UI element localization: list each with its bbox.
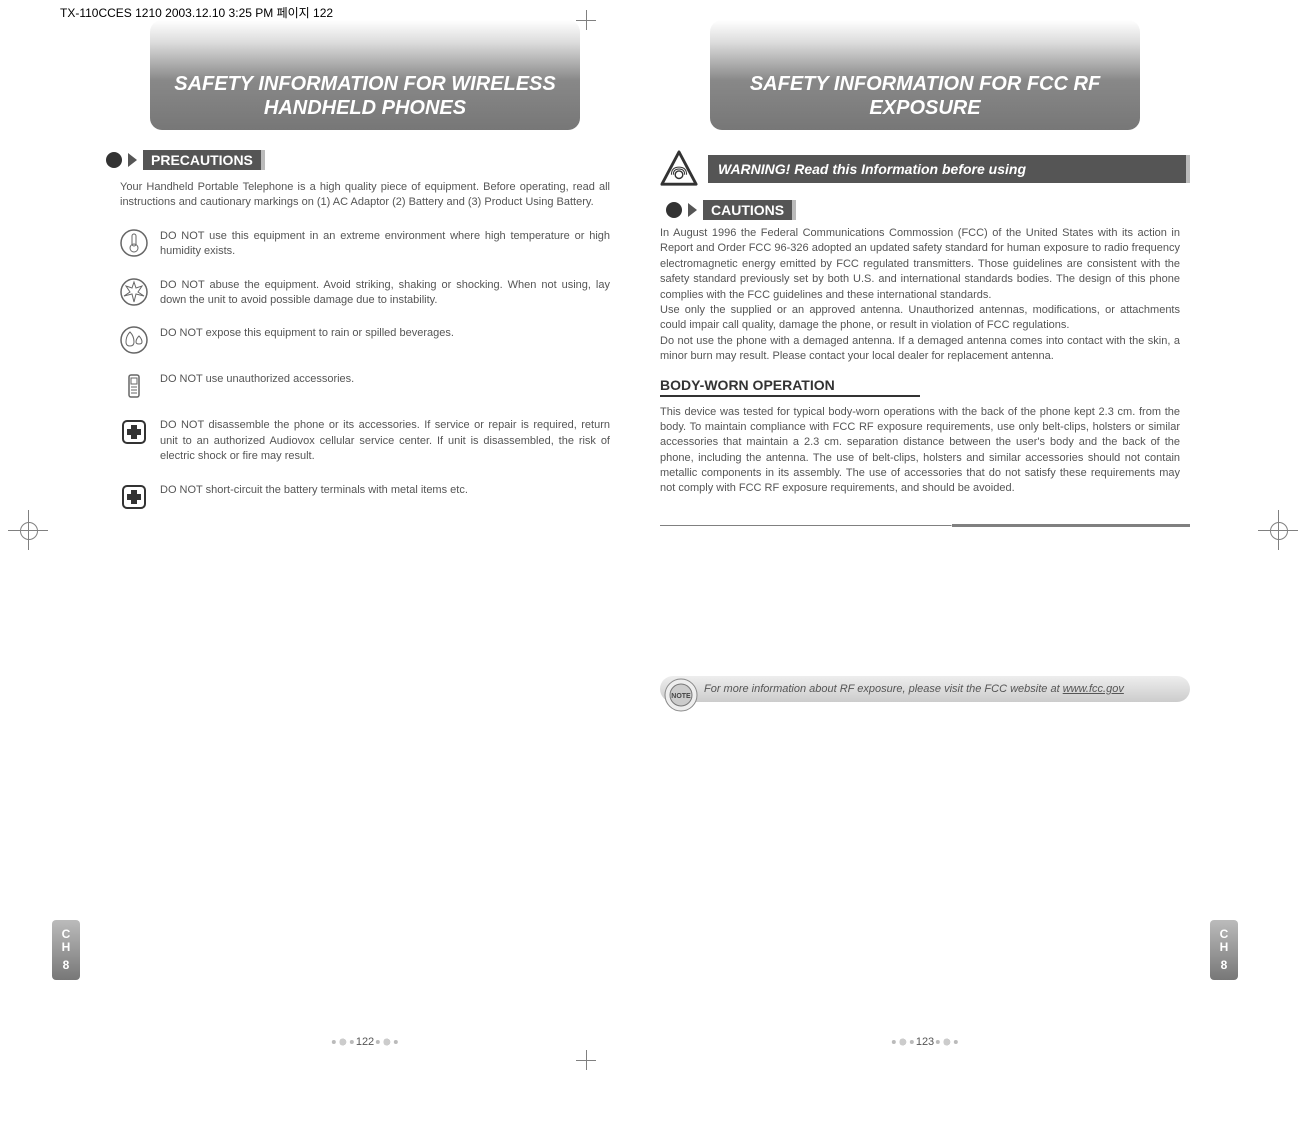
precaution-item-5: DO NOT short-circuit the battery termina… (120, 483, 610, 511)
print-header: TX-110CCES 1210 2003.12.10 3:25 PM 페이지 1… (60, 4, 333, 21)
cautions-header: CAUTIONS (666, 200, 1190, 220)
body-worn-title: BODY-WORN OPERATION (660, 377, 1190, 393)
impact-icon (120, 278, 148, 306)
cross-icon (120, 483, 148, 511)
page-ornament-icon (338, 1035, 348, 1049)
left-title-banner: SAFETY INFORMATION FOR WIRELESS HANDHELD… (150, 20, 580, 130)
chapter-number-right: 8 (1221, 959, 1228, 972)
precautions-intro: Your Handheld Portable Telephone is a hi… (120, 180, 610, 211)
precaution-text-1: DO NOT abuse the equipment. Avoid striki… (160, 278, 610, 309)
precaution-text-3: DO NOT use unauthorized accessories. (160, 372, 354, 387)
warning-triangle-icon (660, 150, 698, 188)
precaution-item-3: DO NOT use unauthorized accessories. (120, 372, 610, 400)
right-banner-title: SAFETY INFORMATION FOR FCC RF EXPOSURE (710, 72, 1140, 130)
precautions-header: PRECAUTIONS (106, 150, 630, 170)
page-ornament-icon (942, 1035, 952, 1049)
left-page: SAFETY INFORMATION FOR WIRELESS HANDHELD… (100, 20, 630, 1030)
chapter-tab-left: CH 8 (52, 920, 80, 980)
note-badge-icon: NOTE (664, 678, 698, 712)
page-ornament-icon (898, 1035, 908, 1049)
cautions-label: CAUTIONS (703, 200, 796, 220)
note-text: For more information about RF exposure, … (704, 682, 1124, 696)
page-number-right-wrap: 123 (898, 1034, 952, 1050)
right-title-banner: SAFETY INFORMATION FOR FCC RF EXPOSURE (710, 20, 1140, 130)
chapter-tab-left-label: CH (62, 928, 71, 954)
precautions-label: PRECAUTIONS (143, 150, 265, 170)
phone-icon (120, 372, 148, 400)
chapter-number-left: 8 (63, 959, 70, 972)
body-worn-text: This device was tested for typical body-… (660, 405, 1190, 497)
note-callout: NOTE For more information about RF expos… (660, 676, 1190, 702)
precaution-item-4: DO NOT disassemble the phone or its acce… (120, 418, 610, 464)
svg-text:NOTE: NOTE (671, 693, 691, 700)
divider-line (660, 525, 1190, 526)
water-icon (120, 326, 148, 354)
page-number-left-wrap: 122 (338, 1034, 392, 1050)
page-ornament-icon (382, 1035, 392, 1049)
chapter-tab-right: CH 8 (1210, 920, 1238, 980)
precaution-item-1: DO NOT abuse the equipment. Avoid striki… (120, 278, 610, 309)
arrow-icon (688, 203, 697, 217)
note-link: www.fcc.gov (1063, 683, 1124, 695)
precaution-item-0: DO NOT use this equipment in an extreme … (120, 229, 610, 260)
precaution-text-4: DO NOT disassemble the phone or its acce… (160, 418, 610, 464)
precaution-text-0: DO NOT use this equipment in an extreme … (160, 229, 610, 260)
left-banner-title: SAFETY INFORMATION FOR WIRELESS HANDHELD… (150, 72, 580, 130)
precaution-text-5: DO NOT short-circuit the battery termina… (160, 483, 468, 498)
title-underline (660, 395, 920, 397)
bullet-dot-icon (666, 202, 682, 218)
chapter-tab-right-label: CH (1220, 928, 1229, 954)
warning-banner: WARNING! Read this Information before us… (660, 150, 1190, 188)
warning-banner-text: WARNING! Read this Information before us… (708, 155, 1190, 183)
note-prefix: For more information about RF exposure, … (704, 683, 1063, 695)
cross-icon (120, 418, 148, 446)
bullet-dot-icon (106, 152, 122, 168)
right-page: SAFETY INFORMATION FOR FCC RF EXPOSURE W… (660, 20, 1190, 1030)
arrow-icon (128, 153, 137, 167)
thermometer-icon (120, 229, 148, 257)
precaution-item-2: DO NOT expose this equipment to rain or … (120, 326, 610, 354)
precaution-text-2: DO NOT expose this equipment to rain or … (160, 326, 454, 341)
cautions-text: In August 1996 the Federal Communication… (660, 226, 1190, 365)
